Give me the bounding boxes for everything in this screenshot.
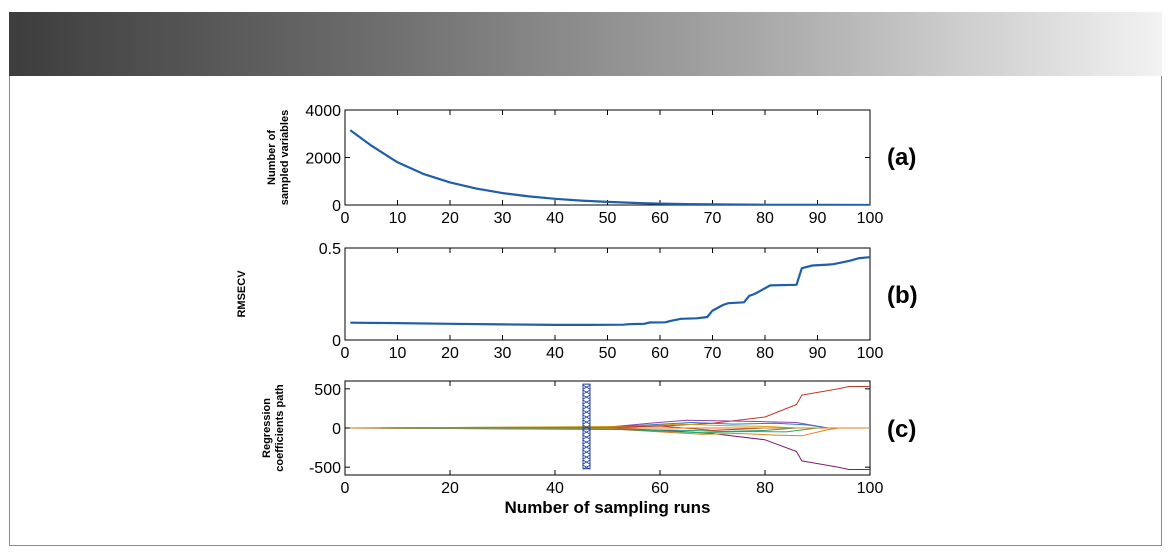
x-tick-label: 20 [441,480,459,497]
series-group [350,383,870,470]
x-tick-label: 10 [389,210,407,227]
marker-hatch [582,404,591,410]
marker-hatch [582,409,591,415]
panel-label: (c) [887,416,916,443]
marker-hatch [582,454,591,460]
y-tick-label: 0 [332,198,341,215]
marker-hatch [582,429,591,435]
x-tick-label: 80 [756,480,774,497]
optimal-run-marker [582,383,591,470]
y-tick-label: 500 [314,382,341,399]
y-tick-label: 0.5 [319,241,341,258]
series-group [349,129,870,205]
marker-hatch [582,444,591,450]
y-axis-label: Regression [261,398,273,458]
x-tick-label: 0 [341,210,350,227]
marker-hatch [582,434,591,440]
marker-hatch [582,384,591,390]
y-tick-label: -500 [309,460,341,477]
x-tick-label: 10 [389,345,407,362]
series-group [350,256,870,326]
x-tick-label: 100 [857,210,884,227]
panel-a: 0 10 20 30 40 50 60 70 80 90 100 0 2000 4000 Number of… [266,103,916,227]
series-line [349,129,870,205]
marker-hatch [582,419,591,425]
y-tick-label: 2000 [305,151,341,168]
x-tick-label: 40 [546,480,564,497]
marker-hatch [582,459,591,465]
panel-label: (a) [887,144,916,171]
x-tick-label: 80 [756,345,774,362]
x-tick-label: 0 [341,345,350,362]
x-tick-label: 0 [341,480,350,497]
x-tick-label: 100 [857,480,884,497]
x-tick-label: 30 [494,345,512,362]
marker-hatch [582,399,591,405]
y-axis-label: Number of [266,130,278,185]
plot-area [344,247,871,341]
x-tick-label: 100 [857,345,884,362]
x-tick-label: 60 [651,480,669,497]
panel-b: 0 10 20 30 40 50 60 70 80 90 100 0 0.5 RMSECV (b) [236,241,918,362]
x-tick-label: 60 [651,345,669,362]
y-axis-label: coefficients path [274,384,286,472]
plot-area [344,109,871,206]
y-axis-label: RMSECV [236,270,248,318]
y-tick-label: 0 [332,421,341,438]
x-tick-label: 90 [809,345,827,362]
x-tick-label: 90 [809,210,827,227]
marker-hatch [582,464,591,470]
x-tick-label: 30 [494,210,512,227]
marker-hatch [582,439,591,445]
marker-hatch [582,414,591,420]
series-line [350,427,797,432]
x-tick-label: 50 [599,210,617,227]
y-axis-label: sampled variables [279,110,291,205]
y-tick-label: 4000 [305,103,341,120]
x-tick-label: 20 [441,345,459,362]
x-tick-label: 40 [546,210,564,227]
x-axis-label: Number of sampling runs [505,498,711,517]
series-line [350,386,870,429]
series-line [350,427,870,470]
marker-hatch [582,389,591,395]
header-banner [9,12,1162,76]
marker-hatch [582,394,591,400]
x-tick-label: 70 [704,210,722,227]
marker-hatch [582,449,591,455]
panel-label: (b) [887,282,918,309]
x-tick-label: 70 [704,345,722,362]
figure-frame [9,76,1162,546]
x-tick-label: 40 [546,345,564,362]
marker-hatch [582,424,591,430]
y-tick-label: 0 [332,333,341,350]
x-tick-label: 50 [599,345,617,362]
x-tick-label: 20 [441,210,459,227]
x-tick-label: 60 [651,210,669,227]
x-tick-label: 80 [756,210,774,227]
series-line [350,256,870,326]
